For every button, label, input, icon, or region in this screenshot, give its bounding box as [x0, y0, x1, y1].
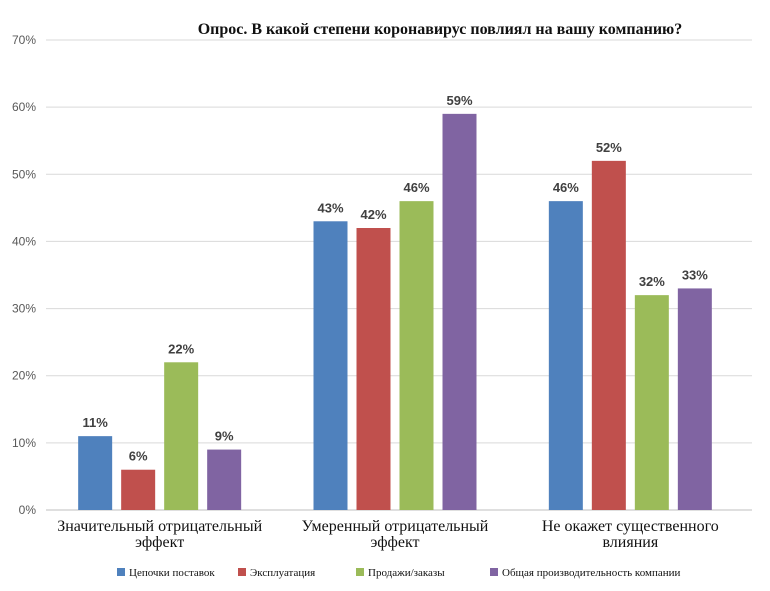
bar: [164, 362, 199, 510]
data-label: 32%: [639, 274, 665, 289]
legend-label: Общая производительность компании: [502, 567, 680, 579]
y-tick-label: 10%: [12, 436, 36, 450]
bar: [399, 201, 434, 510]
legend-label: Цепочки поставок: [129, 567, 215, 579]
category-label-line: Значительный отрицательный: [57, 518, 262, 535]
legend-label: Эксплуатация: [250, 567, 315, 579]
legend-swatch: [117, 568, 125, 576]
chart-title: Опрос. В какой степени коронавирус повли…: [198, 21, 683, 38]
y-tick-label: 40%: [12, 234, 36, 248]
bar: [356, 228, 391, 510]
category-label-line: эффект: [135, 534, 184, 551]
legend-swatch: [238, 568, 246, 576]
data-label: 9%: [215, 429, 234, 444]
y-tick-label: 60%: [12, 100, 36, 114]
bar: [313, 221, 348, 511]
bar: [548, 201, 583, 510]
category-labels: Значительный отрицательный эффектУмеренны…: [57, 518, 719, 551]
bar: [591, 160, 626, 510]
y-tick-label: 70%: [12, 33, 36, 47]
bar: [634, 295, 669, 510]
data-label: 42%: [360, 207, 386, 222]
bar: [677, 288, 712, 510]
data-label: 33%: [682, 267, 708, 282]
bar: [442, 113, 477, 510]
bar: [121, 469, 156, 510]
data-label: 46%: [553, 180, 579, 195]
legend-swatch: [490, 568, 498, 576]
data-label: 52%: [596, 140, 622, 155]
legend-swatch: [356, 568, 364, 576]
y-tick-label: 0%: [19, 503, 37, 517]
data-label: 6%: [129, 449, 148, 464]
bar: [78, 436, 113, 510]
y-tick-label: 30%: [12, 302, 36, 316]
grid-layer: 0% 10% 20% 30% 40% 50% 60% 70%: [12, 33, 752, 517]
category-label-line: влияния: [602, 534, 658, 551]
category-label-line: эффект: [370, 534, 419, 551]
bars-layer: 11% 6% 22% 9% 43% 42% 46% 59% 46% 52% 32% 33%: [78, 93, 712, 511]
category-label-line: Не окажет существенного: [542, 518, 719, 535]
data-label: 11%: [83, 415, 109, 430]
category-label: Не окажет существенного влияния: [542, 518, 719, 551]
data-label: 46%: [403, 180, 429, 195]
y-tick-label: 20%: [12, 369, 36, 383]
y-tick-label: 50%: [12, 167, 36, 181]
data-label: 22%: [168, 341, 194, 356]
category-label: Умеренный отрицательный эффект: [302, 518, 489, 551]
legend: Цепочки поставок Эксплуатация Продажи/зака…: [117, 567, 680, 579]
data-label: 59%: [446, 93, 472, 108]
bar: [207, 449, 242, 510]
legend-label: Продажи/заказы: [368, 567, 445, 579]
data-label: 43%: [317, 200, 343, 215]
category-label: Значительный отрицательный эффект: [57, 518, 262, 551]
category-label-line: Умеренный отрицательный: [302, 518, 489, 535]
